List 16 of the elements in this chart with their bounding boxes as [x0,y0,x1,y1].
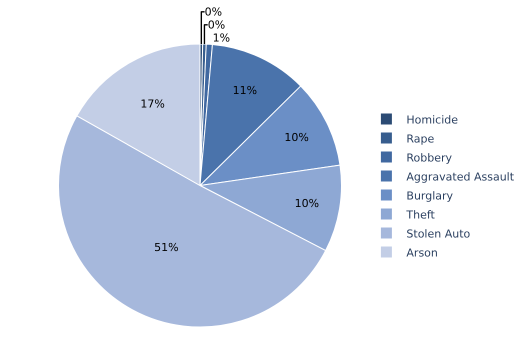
legend-label: Aggravated Assault [406,170,515,184]
legend-label: Rape [406,132,435,146]
legend-label: Arson [406,246,438,260]
data-label: 10% [294,196,320,210]
data-label: 51% [154,241,179,254]
data-label: 10% [284,130,309,144]
data-label: 0% [204,5,222,18]
data-label: 11% [232,84,258,97]
legend-label: Burglary [406,189,454,202]
data-label: 1% [212,31,230,44]
data-label: 17% [140,98,165,111]
legend-label: Robbery [406,151,453,164]
legend-label: Theft [405,208,436,222]
legend-label: Stolen Auto [406,227,471,240]
legend-label: Homicide [406,113,458,126]
data-label: 0% [208,18,226,32]
